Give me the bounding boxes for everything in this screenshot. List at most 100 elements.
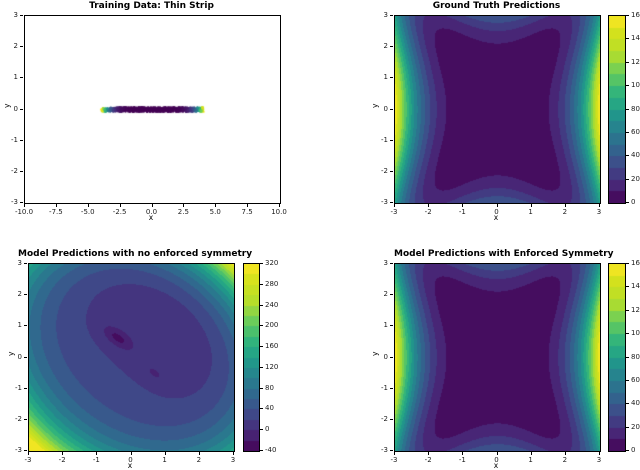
y-tick-label: -2 (381, 414, 388, 423)
x-tick-label: -1 (458, 208, 466, 216)
x-tick-mark (28, 452, 29, 455)
colorbar-tick-mark (260, 325, 263, 327)
y-tick-label: 3 (383, 11, 388, 19)
x-tick-mark (428, 452, 430, 455)
y-tick-label: -2 (11, 166, 18, 175)
colorbar-tick-label: 240 (265, 300, 279, 309)
colorbar-tick-label: 80 (265, 383, 274, 392)
y-tick-label: 2 (13, 42, 18, 51)
colorbar-tick-label: 320 (265, 259, 279, 267)
x-tick-label: -3 (390, 456, 398, 464)
y-tick-label: -3 (11, 198, 18, 206)
x-tick-label: -2 (424, 208, 432, 216)
x-tick-mark (564, 204, 566, 207)
colorbar-tick-mark (626, 426, 629, 428)
colorbar-tick-label: 0 (631, 446, 636, 454)
colorbar-tick-label: 40 (631, 399, 640, 408)
y-tick-label: 1 (383, 321, 388, 330)
y-tick-label: 3 (383, 259, 388, 267)
x-tick-label: -3 (390, 208, 398, 216)
x-tick-mark (496, 204, 498, 207)
x-tick-mark (87, 204, 89, 207)
colorbar-tick-label: 200 (265, 321, 279, 330)
x-tick-mark (55, 204, 57, 207)
y-tick-mark (24, 325, 27, 327)
x-tick-label: 0 (494, 208, 499, 216)
y-tick-label: 1 (13, 73, 18, 82)
colorbar-tick-label: 40 (265, 404, 274, 413)
x-tick-mark (119, 204, 121, 207)
x-tick-label: -7.5 (49, 208, 63, 216)
colorbar-tick-label: 80 (631, 352, 640, 361)
y-tick-mark (20, 108, 23, 110)
colorbar-tick-mark (626, 178, 629, 180)
y-tick-label: -2 (381, 166, 388, 175)
colorbar-tick-label: 20 (631, 174, 640, 183)
y-tick-mark (24, 387, 27, 389)
colorbar-tick-mark (626, 15, 629, 16)
colorbar-tick-mark (626, 403, 629, 405)
x-tick-label: -2 (424, 456, 432, 464)
y-tick-label: 2 (383, 42, 388, 51)
colorbar-tick-mark (626, 108, 629, 110)
colorbar-tick-label: 140 (631, 34, 640, 43)
colorbar-tick-label: 60 (631, 375, 640, 384)
x-tick-mark (164, 452, 166, 455)
y-tick-label: 3 (17, 259, 22, 267)
x-tick-label: -3 (24, 456, 32, 464)
y-tick-mark (390, 15, 393, 16)
panel1-ylabel: y (2, 103, 12, 108)
colorbar-tick-label: 0 (265, 425, 270, 434)
panel2-title: Ground Truth Predictions (432, 1, 561, 11)
colorbar-tick-mark (626, 356, 629, 358)
y-tick-mark (20, 170, 23, 172)
y-tick-mark (20, 139, 23, 141)
panel3-axes-box (28, 263, 235, 452)
colorbar-tick-mark (260, 366, 263, 368)
colorbar-tick-mark (626, 85, 629, 87)
panel4-axes-box (394, 263, 601, 452)
colorbar-tick-label: 100 (631, 81, 640, 90)
x-tick-label: 1 (528, 208, 533, 216)
x-tick-mark (599, 452, 600, 455)
y-tick-mark (24, 356, 27, 358)
x-tick-label: 2 (196, 456, 202, 464)
x-tick-mark (233, 452, 234, 455)
y-tick-label: -3 (15, 446, 22, 454)
colorbar-tick-label: 40 (631, 151, 640, 160)
y-tick-label: 0 (383, 104, 388, 113)
x-tick-mark (198, 452, 200, 455)
x-tick-label: 2.5 (177, 208, 189, 216)
colorbar-tick-label: 160 (631, 259, 640, 267)
ground-truth-contour-canvas (395, 16, 600, 203)
x-tick-mark (247, 204, 249, 207)
x-tick-mark (462, 452, 464, 455)
x-tick-mark (215, 204, 217, 207)
y-tick-mark (20, 77, 23, 79)
y-tick-label: -3 (381, 198, 388, 206)
x-tick-label: -1 (92, 456, 100, 464)
y-tick-mark (390, 387, 393, 389)
x-tick-label: 0.0 (145, 208, 158, 216)
colorbar-tick-mark (626, 333, 629, 335)
colorbar-tick-label: 140 (631, 282, 640, 291)
y-tick-label: 3 (13, 11, 18, 19)
panel2-colorbar (608, 15, 626, 204)
colorbar-tick-label: 120 (265, 362, 279, 371)
x-tick-label: 7.5 (241, 208, 253, 216)
y-tick-mark (20, 15, 23, 16)
x-tick-mark (564, 452, 566, 455)
panel2-ylabel: y (370, 103, 380, 108)
panel3-title: Model Predictions with no enforced symme… (18, 249, 253, 259)
colorbar-tick-mark (626, 131, 629, 133)
colorbar-tick-mark (626, 155, 629, 157)
panel3-ylabel: y (6, 351, 16, 356)
x-tick-label: 2 (562, 456, 568, 464)
y-tick-mark (24, 418, 27, 420)
y-tick-label: 2 (17, 290, 22, 299)
colorbar-tick-label: 80 (631, 104, 640, 113)
y-tick-mark (390, 46, 393, 48)
x-tick-mark (279, 204, 280, 207)
x-tick-mark (496, 452, 498, 455)
